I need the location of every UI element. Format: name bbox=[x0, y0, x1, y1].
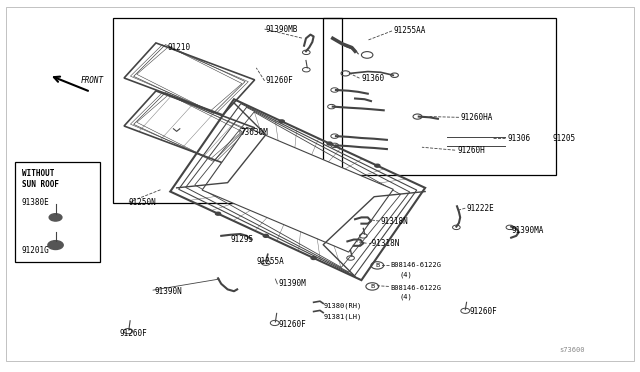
Circle shape bbox=[216, 212, 221, 215]
Text: FRONT: FRONT bbox=[81, 76, 104, 85]
Text: 91222E: 91222E bbox=[467, 203, 494, 213]
Text: 91260F: 91260F bbox=[119, 329, 147, 338]
Text: 91390N: 91390N bbox=[154, 287, 182, 296]
Text: s73600: s73600 bbox=[559, 347, 584, 353]
Circle shape bbox=[48, 241, 63, 250]
Text: 91260H: 91260H bbox=[457, 147, 484, 155]
Text: 91260F: 91260F bbox=[266, 76, 294, 85]
Text: 91260F: 91260F bbox=[470, 307, 497, 316]
Text: 91318N: 91318N bbox=[381, 217, 408, 225]
Circle shape bbox=[311, 257, 316, 260]
Text: 91260HA: 91260HA bbox=[460, 113, 493, 122]
Text: 91390MA: 91390MA bbox=[511, 226, 543, 235]
Text: 91205: 91205 bbox=[552, 134, 576, 142]
Text: 91201G: 91201G bbox=[22, 246, 49, 255]
Circle shape bbox=[375, 164, 380, 167]
Text: B: B bbox=[375, 263, 380, 268]
Text: 91295: 91295 bbox=[231, 235, 254, 244]
Bar bbox=[15, 162, 100, 262]
Text: 91250N: 91250N bbox=[129, 198, 157, 207]
Text: B: B bbox=[370, 284, 374, 289]
Text: 91380(RH): 91380(RH) bbox=[323, 303, 362, 309]
Text: (4): (4) bbox=[399, 271, 412, 278]
Text: -91318N: -91318N bbox=[368, 239, 400, 248]
Text: B08146-6122G: B08146-6122G bbox=[390, 262, 441, 268]
Bar bbox=[323, 18, 556, 175]
Text: 91260F: 91260F bbox=[278, 320, 307, 329]
Text: 91210: 91210 bbox=[167, 43, 190, 52]
Bar bbox=[113, 18, 342, 203]
Text: 91390M: 91390M bbox=[278, 279, 307, 288]
Circle shape bbox=[327, 142, 332, 145]
Circle shape bbox=[263, 234, 268, 237]
Circle shape bbox=[279, 120, 284, 123]
Text: 91390MB: 91390MB bbox=[266, 25, 298, 33]
Text: 91255AA: 91255AA bbox=[394, 26, 426, 35]
Text: 73630M: 73630M bbox=[241, 128, 268, 137]
Text: B08146-6122G: B08146-6122G bbox=[390, 285, 441, 291]
Polygon shape bbox=[202, 127, 394, 252]
Circle shape bbox=[49, 214, 62, 221]
Text: (4): (4) bbox=[399, 294, 412, 300]
Text: 91255A: 91255A bbox=[256, 257, 284, 266]
Text: 91360: 91360 bbox=[362, 74, 385, 83]
Text: 91306: 91306 bbox=[508, 134, 531, 142]
Text: WITHOUT: WITHOUT bbox=[22, 169, 54, 177]
Text: SUN ROOF: SUN ROOF bbox=[22, 180, 59, 189]
Text: 91381(LH): 91381(LH) bbox=[323, 314, 362, 320]
Text: 91380E: 91380E bbox=[22, 198, 49, 207]
